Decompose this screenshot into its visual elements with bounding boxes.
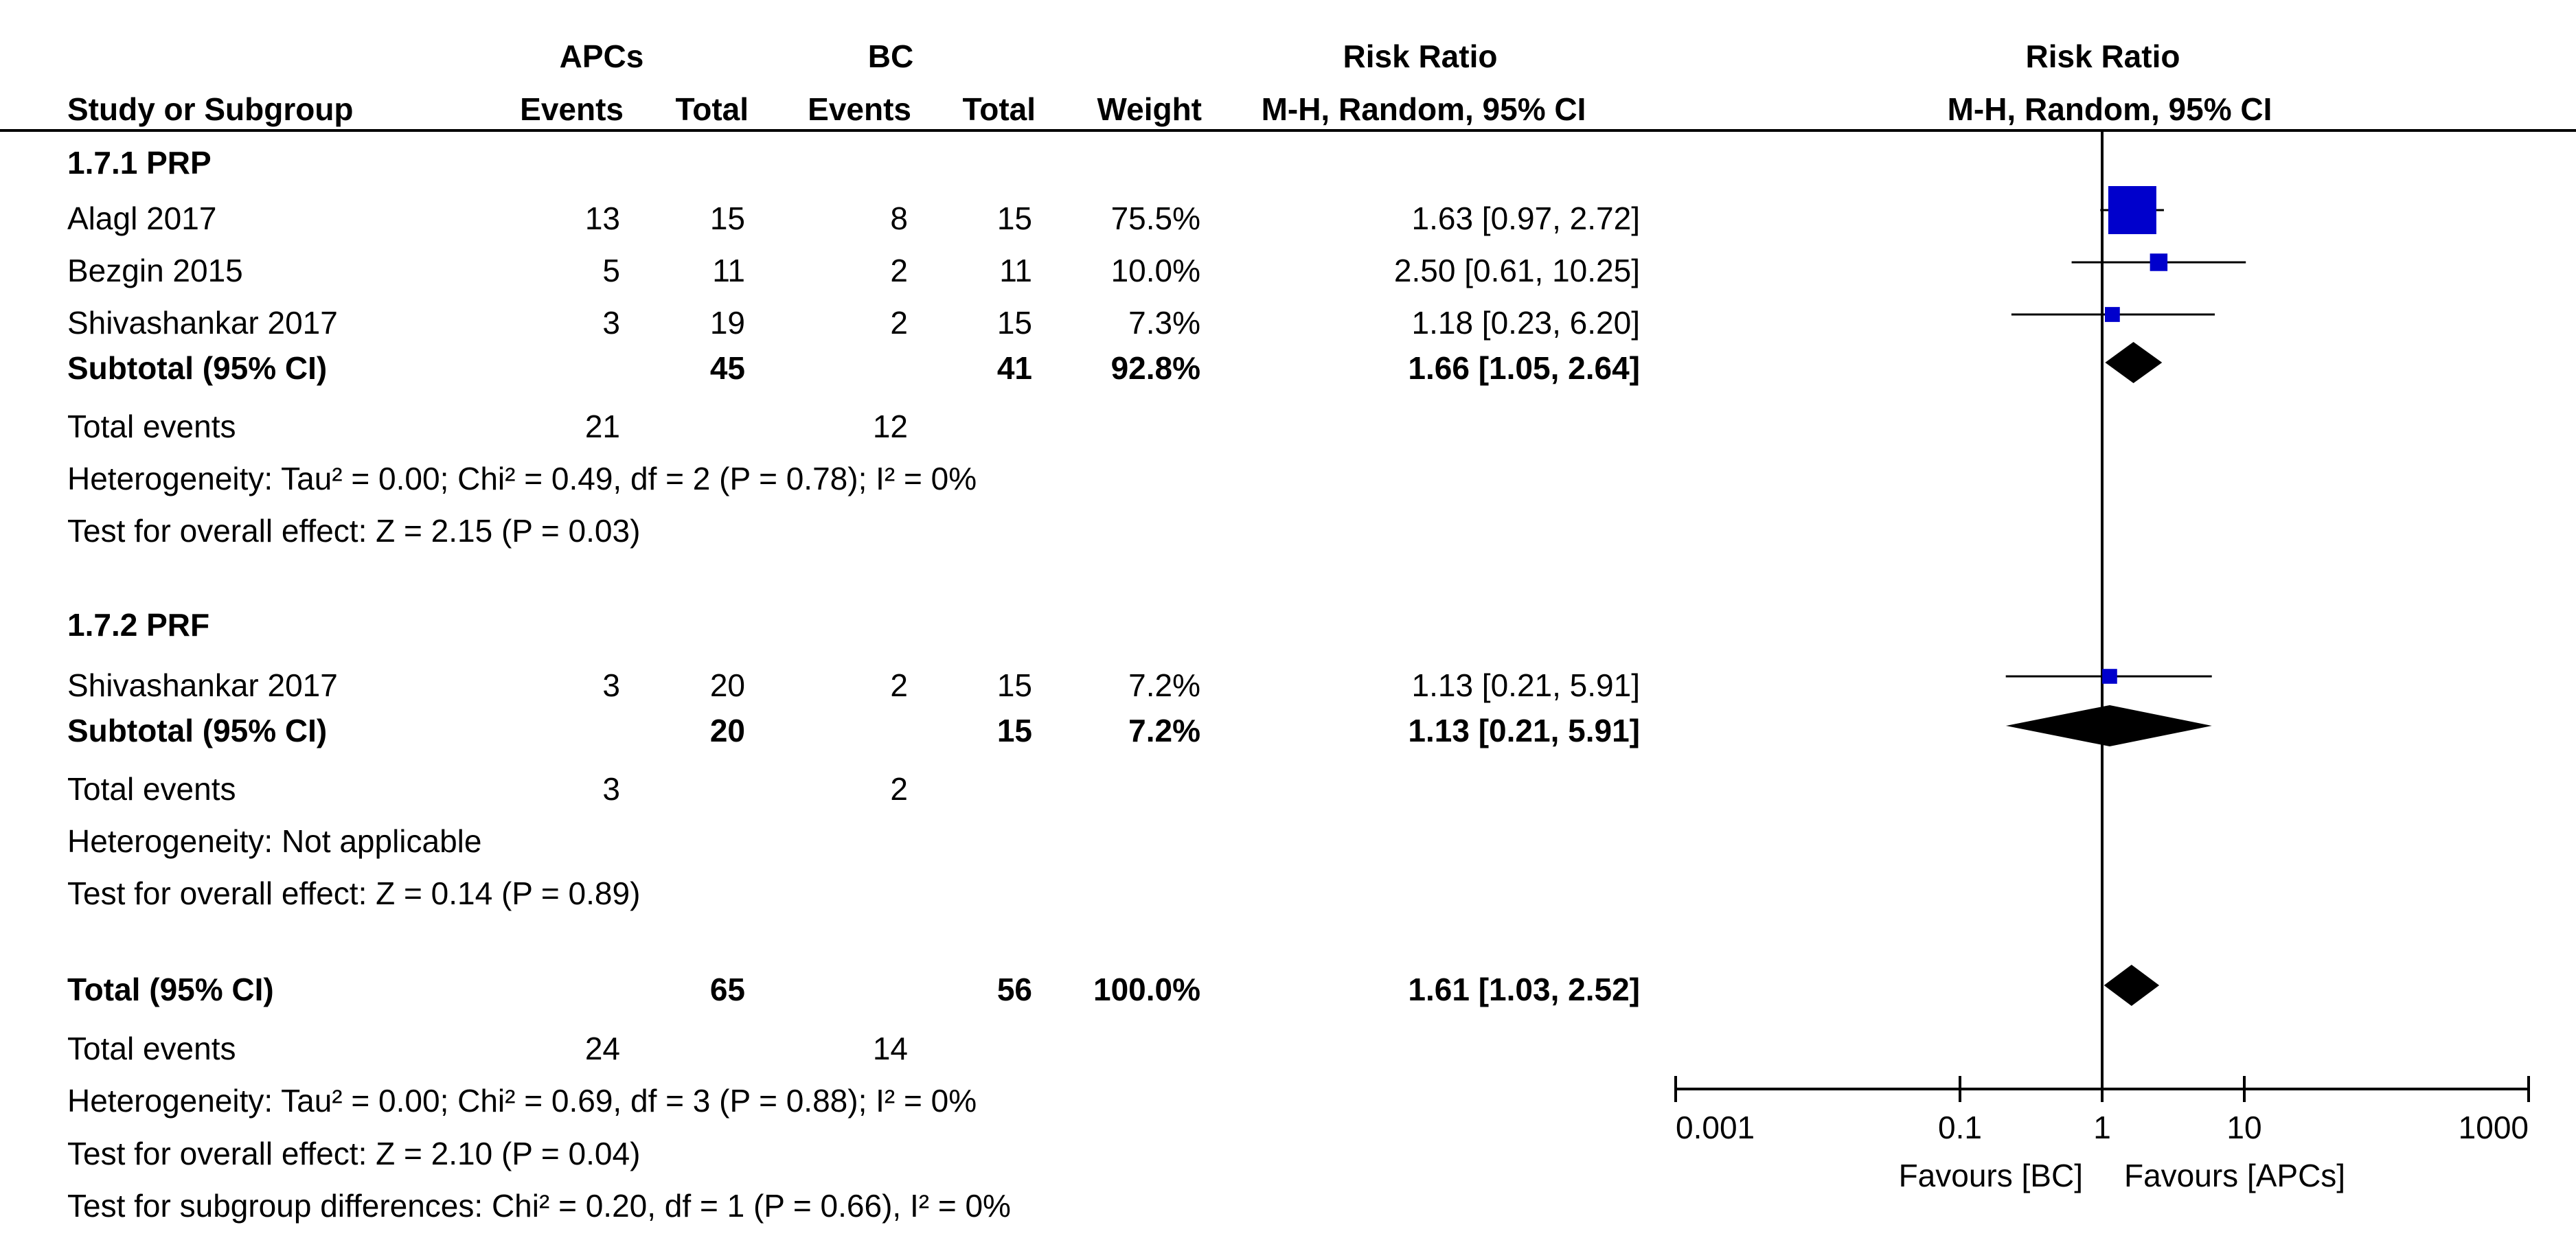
weight: 10.0%	[1111, 253, 1200, 288]
header-total-apcs: Total	[676, 91, 749, 127]
header-total-bc: Total	[963, 91, 1036, 127]
summary-diamond	[2005, 705, 2212, 746]
subtotal-total-apcs: 45	[710, 350, 745, 386]
subgroup-differences-text: Test for subgroup differences: Chi² = 0.…	[67, 1188, 1011, 1224]
total-apcs: 15	[710, 200, 745, 236]
table-row: Bezgin 2015 5 11 2 11 10.0% 2.50 [0.61, …	[67, 253, 1640, 288]
weight: 7.3%	[1128, 305, 1200, 341]
heterogeneity-text: Heterogeneity: Not applicable	[67, 823, 481, 859]
total-label: Total (95% CI)	[67, 972, 274, 1007]
x-axis-tick-label: 1	[2093, 1110, 2111, 1145]
header-bc: BC	[868, 38, 913, 74]
overall-effect-text: Test for overall effect: Z = 0.14 (P = 0…	[67, 875, 640, 911]
favours-right-label: Favours [APCs]	[2124, 1158, 2345, 1193]
total-bc: 15	[997, 667, 1032, 703]
risk-ratio-ci: 2.50 [0.61, 10.25]	[1394, 253, 1640, 288]
table-row: Shivashankar 2017 3 19 2 15 7.3% 1.18 [0…	[67, 305, 1640, 341]
header-events-apcs: Events	[520, 91, 624, 127]
favours-left-label: Favours [BC]	[1899, 1158, 2083, 1193]
risk-ratio-ci: 1.18 [0.23, 6.20]	[1412, 305, 1641, 341]
events-apcs: 13	[585, 200, 620, 236]
subtotal-total-apcs: 20	[710, 713, 745, 748]
study-marker	[2102, 669, 2117, 684]
study-marker	[2150, 253, 2168, 271]
table-row: Alagl 2017 13 15 8 15 75.5% 1.63 [0.97, …	[67, 200, 1640, 236]
overall-effect-text: Test for overall effect: Z = 2.10 (P = 0…	[67, 1136, 640, 1171]
subtotal-ci: 1.13 [0.21, 5.91]	[1408, 713, 1640, 748]
total-total-bc: 56	[997, 972, 1032, 1007]
total-apcs: 11	[712, 253, 745, 288]
x-axis-tick-label: 10	[2226, 1110, 2261, 1145]
total-events-bc: 2	[890, 771, 908, 807]
total-ci: 1.61 [1.03, 2.52]	[1408, 972, 1640, 1007]
heterogeneity-text: Heterogeneity: Tau² = 0.00; Chi² = 0.49,…	[67, 461, 977, 496]
subtotal-total-bc: 41	[997, 350, 1032, 386]
total-total-apcs: 65	[710, 972, 745, 1007]
subtotal-row: Subtotal (95% CI) 20 15 7.2% 1.13 [0.21,…	[67, 713, 1640, 748]
table-row: Shivashankar 2017 3 20 2 15 7.2% 1.13 [0…	[67, 667, 1640, 703]
subtotal-weight: 92.8%	[1111, 350, 1200, 386]
events-apcs: 5	[602, 253, 620, 288]
subtotal-weight: 7.2%	[1128, 713, 1200, 748]
x-axis-tick-label: 0.1	[1938, 1110, 1982, 1145]
total-events-apcs: 21	[585, 409, 620, 444]
subtotal-label: Subtotal (95% CI)	[67, 350, 327, 386]
heterogeneity-text: Heterogeneity: Tau² = 0.00; Chi² = 0.69,…	[67, 1083, 977, 1119]
total-events-label: Total events	[67, 1031, 236, 1066]
subtotal-label: Subtotal (95% CI)	[67, 713, 327, 748]
header-study: Study or Subgroup	[67, 91, 354, 127]
subtotal-ci: 1.66 [1.05, 2.64]	[1408, 350, 1640, 386]
events-bc: 8	[890, 200, 908, 236]
x-axis-tick-label: 0.001	[1676, 1110, 1755, 1145]
events-apcs: 3	[602, 305, 620, 341]
header-events-bc: Events	[808, 91, 911, 127]
forest-chart-layer: 0.001 0.1 1 10 1000	[1674, 130, 2530, 1145]
total-events-apcs: 24	[585, 1031, 620, 1066]
events-apcs: 3	[602, 667, 620, 703]
header-method-plot: M-H, Random, 95% CI	[1948, 91, 2272, 127]
subtotal-total-bc: 15	[997, 713, 1032, 748]
risk-ratio-ci: 1.13 [0.21, 5.91]	[1412, 667, 1641, 703]
subtotal-row: Subtotal (95% CI) 45 41 92.8% 1.66 [1.05…	[67, 350, 1640, 386]
header-weight: Weight	[1097, 91, 1202, 127]
weight: 75.5%	[1111, 200, 1200, 236]
header-apcs: APCs	[560, 38, 644, 74]
total-events-label: Total events	[67, 409, 236, 444]
total-events-label: Total events	[67, 771, 236, 807]
total-bc: 15	[997, 305, 1032, 341]
x-axis-tick-label: 1000	[2459, 1110, 2529, 1145]
events-bc: 2	[890, 667, 908, 703]
study-name: Alagl 2017	[67, 200, 216, 236]
total-events-bc: 14	[873, 1031, 908, 1066]
subgroup-title: 1.7.1 PRP	[67, 145, 212, 181]
total-row: Total (95% CI) 65 56 100.0% 1.61 [1.03, …	[67, 972, 1640, 1007]
overall-effect-text: Test for overall effect: Z = 2.15 (P = 0…	[67, 513, 640, 549]
header-risk-ratio-text: Risk Ratio	[1343, 38, 1498, 74]
total-bc: 15	[997, 200, 1032, 236]
total-apcs: 20	[710, 667, 745, 703]
header-risk-ratio-plot: Risk Ratio	[2026, 38, 2180, 74]
total-events-row: Total events 24 14	[67, 1031, 908, 1066]
subgroup-title: 1.7.2 PRF	[67, 607, 209, 643]
total-bc: 11	[999, 253, 1032, 288]
total-apcs: 19	[710, 305, 745, 341]
events-bc: 2	[890, 253, 908, 288]
total-events-row: Total events 21 12	[67, 409, 908, 444]
total-weight: 100.0%	[1093, 972, 1200, 1007]
risk-ratio-ci: 1.63 [0.97, 2.72]	[1412, 200, 1641, 236]
weight: 7.2%	[1128, 667, 1200, 703]
total-events-apcs: 3	[602, 771, 620, 807]
total-events-bc: 12	[873, 409, 908, 444]
study-name: Shivashankar 2017	[67, 667, 338, 703]
summary-diamond	[2105, 342, 2163, 383]
events-bc: 2	[890, 305, 908, 341]
summary-diamond	[2104, 965, 2160, 1006]
study-name: Shivashankar 2017	[67, 305, 338, 341]
header-method-text: M-H, Random, 95% CI	[1262, 91, 1586, 127]
study-marker	[2104, 307, 2120, 322]
study-marker	[2108, 186, 2156, 234]
total-events-row: Total events 3 2	[67, 771, 908, 807]
study-name: Bezgin 2015	[67, 253, 243, 288]
